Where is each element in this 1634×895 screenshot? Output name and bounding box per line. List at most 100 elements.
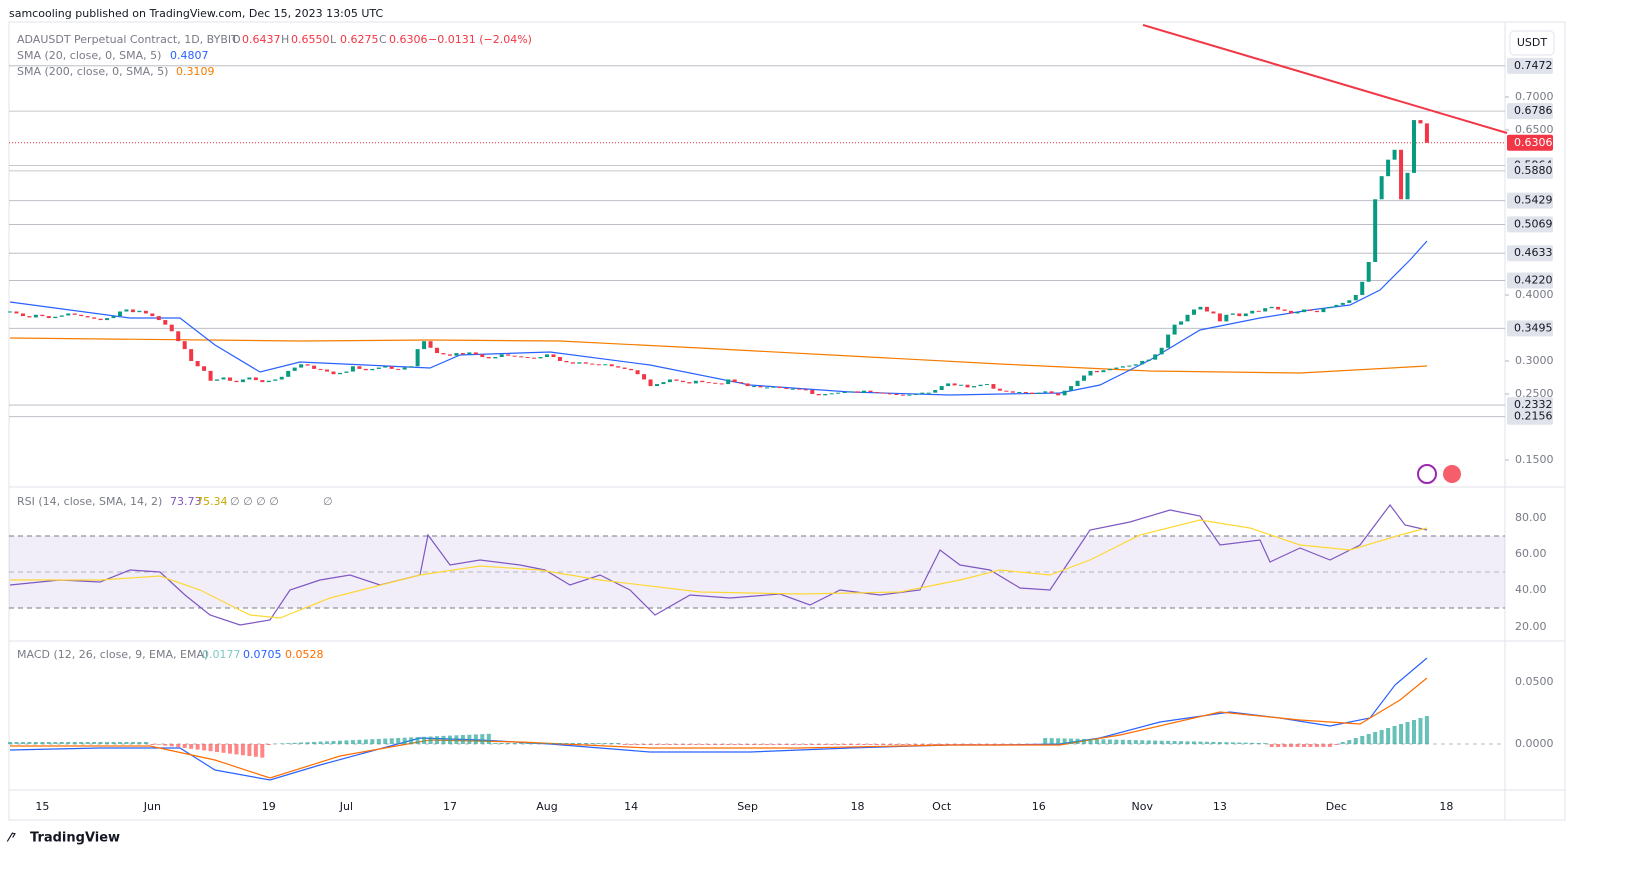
candle	[642, 374, 646, 379]
histogram-bar	[377, 739, 381, 744]
candle	[558, 357, 562, 361]
candle	[571, 362, 575, 363]
histogram-bar	[325, 741, 329, 744]
candle	[1263, 308, 1267, 311]
histogram-bar	[623, 744, 627, 745]
histogram-bar	[810, 744, 814, 745]
histogram-bar	[338, 741, 342, 744]
candle	[176, 331, 180, 341]
y-tick-label: 0.6500	[1515, 123, 1554, 136]
histogram-bar	[674, 744, 678, 745]
histogram-bar	[1037, 744, 1041, 745]
candle	[1399, 150, 1403, 200]
histogram-bar	[959, 744, 963, 745]
currency[interactable]: USDT	[1517, 36, 1548, 49]
histogram-bar	[577, 743, 581, 744]
histogram-bar	[1069, 739, 1073, 744]
candle	[1095, 371, 1099, 372]
candle	[603, 364, 607, 365]
trend-line	[1143, 25, 1507, 133]
candle	[487, 357, 491, 358]
histogram-bar	[299, 743, 303, 745]
candle	[461, 353, 465, 354]
histogram-bar	[105, 742, 109, 744]
histogram-bar	[364, 740, 368, 745]
candle	[267, 381, 271, 382]
candle	[810, 390, 814, 394]
histogram-bar	[545, 743, 549, 744]
candle	[843, 392, 847, 393]
histogram-bar	[1418, 718, 1422, 744]
histogram-bar	[979, 744, 983, 745]
x-tick-label: Jun	[143, 800, 161, 813]
histogram-bar	[467, 735, 471, 744]
candle	[513, 356, 517, 357]
histogram-bar	[759, 744, 763, 745]
histogram-bar	[8, 742, 12, 744]
candle	[1321, 308, 1325, 312]
x-tick-label: 16	[1032, 800, 1046, 813]
histogram-bar	[1328, 744, 1332, 747]
histogram-bar	[383, 739, 387, 744]
ohlc-key: O	[232, 33, 241, 46]
macd-label: MACD (12, 26, close, 9, EMA, EMA)	[17, 648, 208, 661]
histogram-bar	[1211, 742, 1215, 744]
candle	[118, 311, 122, 316]
candle	[370, 369, 374, 370]
level-label: 0.6786	[1514, 104, 1553, 117]
candle	[1037, 393, 1041, 394]
ohlc-key: H	[281, 33, 289, 46]
candle	[506, 354, 510, 355]
histogram-bar	[888, 744, 892, 745]
histogram-bar	[539, 743, 543, 744]
candle	[752, 386, 756, 387]
histogram-bar	[422, 737, 426, 744]
macd-value: 0.0705	[243, 648, 282, 661]
candle	[739, 382, 743, 383]
histogram-bar	[733, 744, 737, 745]
candle	[1127, 366, 1131, 367]
histogram-bar	[571, 743, 575, 744]
candle	[894, 394, 898, 395]
x-tick-label: Nov	[1132, 800, 1154, 813]
histogram-bar	[435, 736, 439, 744]
x-tick-label: Aug	[536, 800, 557, 813]
candle	[830, 393, 834, 394]
histogram-bar	[1308, 744, 1312, 747]
histogram-bar	[1276, 744, 1280, 747]
candle	[1296, 312, 1300, 313]
histogram-bar	[668, 744, 672, 745]
level-label: 0.5880	[1514, 164, 1553, 177]
histogram-bar	[1024, 744, 1028, 745]
histogram-bar	[267, 744, 271, 745]
histogram-bar	[351, 740, 355, 744]
histogram-bar	[196, 744, 200, 750]
sma200-line	[10, 338, 1427, 373]
candle	[1198, 307, 1202, 310]
histogram-bar	[642, 744, 646, 745]
histogram-bar	[881, 744, 885, 745]
publisher: samcooling published on TradingView.com,…	[9, 7, 383, 20]
histogram-bar	[170, 744, 174, 746]
histogram-bar	[590, 743, 594, 744]
candle	[454, 353, 458, 356]
histogram-bar	[118, 742, 122, 744]
candle	[966, 385, 970, 388]
candle	[1004, 391, 1008, 392]
candle	[539, 357, 543, 358]
histogram-bar	[441, 736, 445, 744]
histogram-bar	[1011, 744, 1015, 745]
candle	[14, 311, 18, 313]
candle	[1393, 150, 1397, 160]
histogram-bar	[1004, 744, 1008, 745]
candle	[661, 382, 665, 384]
histogram-bar	[260, 744, 264, 758]
candle	[8, 311, 12, 312]
candle	[940, 386, 944, 390]
candle	[759, 386, 763, 387]
candle	[687, 382, 691, 383]
y-tick-label: 0.7000	[1515, 90, 1554, 103]
candle	[383, 366, 387, 367]
histogram-bar	[784, 744, 788, 745]
macd-line	[10, 658, 1427, 780]
